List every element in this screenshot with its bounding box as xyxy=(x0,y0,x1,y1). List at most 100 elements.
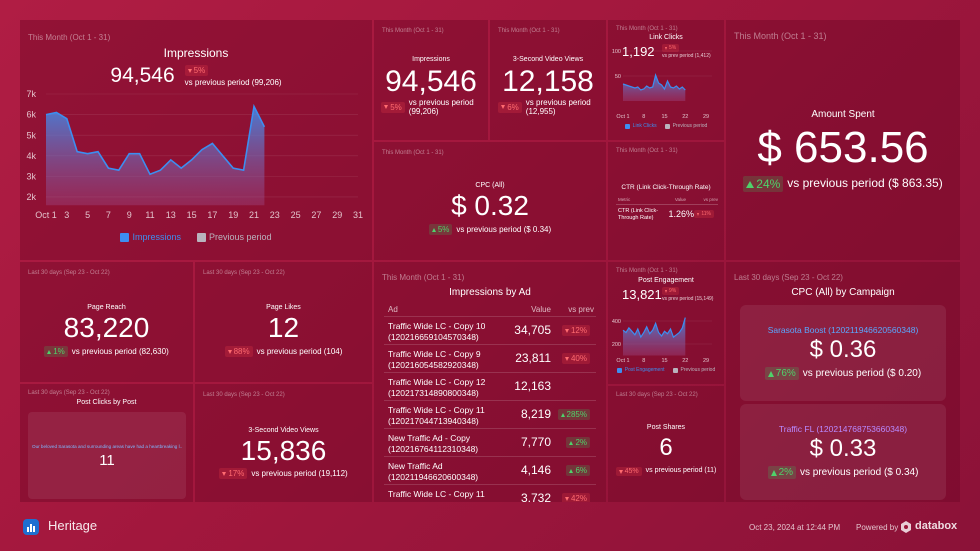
x-tick-label: Oct 1 xyxy=(616,114,629,120)
kpi-value: 83,220 xyxy=(63,312,150,343)
campaign-value: $ 0.36 xyxy=(809,336,877,363)
badge-cell: 285% xyxy=(557,409,594,420)
kpi-value: 15,836 xyxy=(240,435,327,466)
x-tick-label: 11 xyxy=(145,210,154,220)
badge-cell: 6% xyxy=(566,465,594,476)
timestamp: Oct 23, 2024 at 12:44 PM xyxy=(749,523,841,532)
ad-value: 12,163 xyxy=(514,379,551,393)
comparison: vs previous period ($ 0.34) xyxy=(456,224,552,234)
x-tick-label: 7 xyxy=(106,210,111,220)
x-tick-label: 5 xyxy=(85,210,90,220)
comparison: vs previous period (11) xyxy=(645,467,717,475)
row-line xyxy=(384,456,596,457)
period-label: This Month (Oct 1 - 31) xyxy=(616,268,678,274)
headline-value: 13,821 xyxy=(622,287,662,302)
change-row: 17% vs previous period (19,112) xyxy=(195,468,372,479)
legend-checkbox xyxy=(664,123,670,129)
ad-value: 8,219 xyxy=(520,407,551,421)
x-tick-label: 23 xyxy=(270,210,280,220)
legend: Link Clicks Previous period xyxy=(608,123,724,129)
legend: Impressions Previous period xyxy=(20,232,372,242)
table-header: Metric xyxy=(618,197,631,202)
vendor-logo xyxy=(901,521,911,533)
line xyxy=(622,72,686,91)
change-badge: 24% xyxy=(743,176,784,192)
ad-value: 23,811 xyxy=(515,351,551,365)
ad-value: 3,732 xyxy=(520,491,551,502)
ad-id: (120211946620600348) xyxy=(388,472,479,482)
kpi-title: Page Likes xyxy=(266,304,301,311)
y-tick-label: 5k xyxy=(26,130,36,140)
post-clicks-tile: Last 30 days (Sep 23 - Oct 22) Post Click… xyxy=(20,384,193,502)
table-header: Value xyxy=(674,197,686,202)
x-tick-label: 8 xyxy=(642,114,645,120)
mini-chart-tile: This Month (Oct 1 - 31) Link Clicks 1,192 5… xyxy=(608,20,724,140)
x-tick-label: 15 xyxy=(661,114,667,120)
period-label: Last 30 days (Sep 23 - Oct 22) xyxy=(734,273,843,282)
comparison: vs previous period ($ 0.20) xyxy=(802,367,922,379)
legend-checkbox xyxy=(196,232,206,242)
vendor-name: databox xyxy=(915,520,958,532)
period-label: Last 30 days (Sep 23 - Oct 22) xyxy=(28,270,110,276)
kpi-value: 94,546 xyxy=(385,65,477,98)
kpi-tile: This Month (Oct 1 - 31) Amount Spent $ 653… xyxy=(726,20,960,260)
ad-id: (120217044713940348) xyxy=(388,416,479,426)
x-tick-label: 13 xyxy=(166,210,176,220)
legend-label: Link Clicks xyxy=(632,123,657,129)
ad-name: Traffic Wide LC - Copy 12 xyxy=(388,377,486,387)
kpi-title: 3-Second Video Views xyxy=(248,427,319,434)
chart-title: Impressions xyxy=(163,46,229,60)
legend-label: Impressions xyxy=(132,232,181,242)
post-value: 11 xyxy=(99,452,115,469)
x-tick-label: 8 xyxy=(642,358,645,364)
metric-name: CTR (Link Click-Through Rate) xyxy=(618,208,659,221)
period-label: This Month (Oct 1 - 31) xyxy=(498,28,560,34)
change-row: 2% vs previous period ($ 0.34) xyxy=(740,466,946,479)
change-badge: 5% xyxy=(428,224,453,235)
table-line xyxy=(616,204,718,205)
legend-label: Previous period xyxy=(672,123,708,129)
change-row: 1% vs previous period (82,630) xyxy=(20,346,193,357)
table-header: Value xyxy=(531,305,551,314)
change-badge: 5% xyxy=(381,101,405,113)
post-text: Our beloved Sarasota and surrounding are… xyxy=(32,444,182,449)
legend-item: Post Engagement xyxy=(616,367,665,373)
ad-value: 7,770 xyxy=(520,435,551,449)
post-card: Our beloved Sarasota and surrounding are… xyxy=(28,412,186,499)
x-tick-label: 15 xyxy=(661,358,667,364)
legend: Post Engagement Previous period xyxy=(608,367,724,373)
row-line xyxy=(384,400,596,401)
x-tick-label: 9 xyxy=(127,210,132,220)
x-tick-label: 3 xyxy=(64,210,69,220)
change-badge: 12% xyxy=(561,325,590,336)
mini-chart: 50 100 Oct 1 8 15 22 29 xyxy=(612,49,712,120)
change-badge: 5% xyxy=(184,65,209,76)
kpi-tile: This Month (Oct 1 - 31) 3-Second Video Vi… xyxy=(490,20,606,140)
comparison: vs prev period (15,149) xyxy=(662,296,714,302)
kpi-title: Impressions xyxy=(412,56,450,63)
kpi-tile: Last 30 days (Sep 23 - Oct 22) 3-Second V… xyxy=(195,384,372,502)
kpi-value: 6 xyxy=(659,434,673,461)
ad-name: Traffic Wide LC - Copy 9 xyxy=(388,349,481,359)
kpi-title: CPC (All) xyxy=(475,182,505,189)
change-badge: 9% xyxy=(662,287,680,295)
kpi-value: $ 0.32 xyxy=(451,190,529,221)
change-badge: 1% xyxy=(44,346,68,357)
legend-label: Post Engagement xyxy=(624,367,665,373)
line xyxy=(45,103,266,176)
cpc-campaign-tile: Last 30 days (Sep 23 - Oct 22) CPC (All) … xyxy=(726,262,960,502)
row-line xyxy=(384,372,596,373)
badge-cell: 42% xyxy=(561,493,594,502)
period-label: Last 30 days (Sep 23 - Oct 22) xyxy=(203,270,285,276)
legend-label: Previous period xyxy=(208,232,272,242)
ad-table-tile: This Month (Oct 1 - 31) Impressions by Ad… xyxy=(374,262,606,502)
x-tick-label: 21 xyxy=(249,210,259,220)
tile-title: Post Clicks by Post xyxy=(76,399,137,406)
change-badge: 2% xyxy=(566,437,590,448)
x-tick-label: 22 xyxy=(682,358,688,364)
comparison: vs previous period (99,206) xyxy=(408,98,474,117)
period-label: This Month (Oct 1 - 31) xyxy=(734,31,827,41)
headline-change: 5% vs prev period (1,412) xyxy=(662,44,711,59)
table-header: vs prev xyxy=(568,305,594,314)
